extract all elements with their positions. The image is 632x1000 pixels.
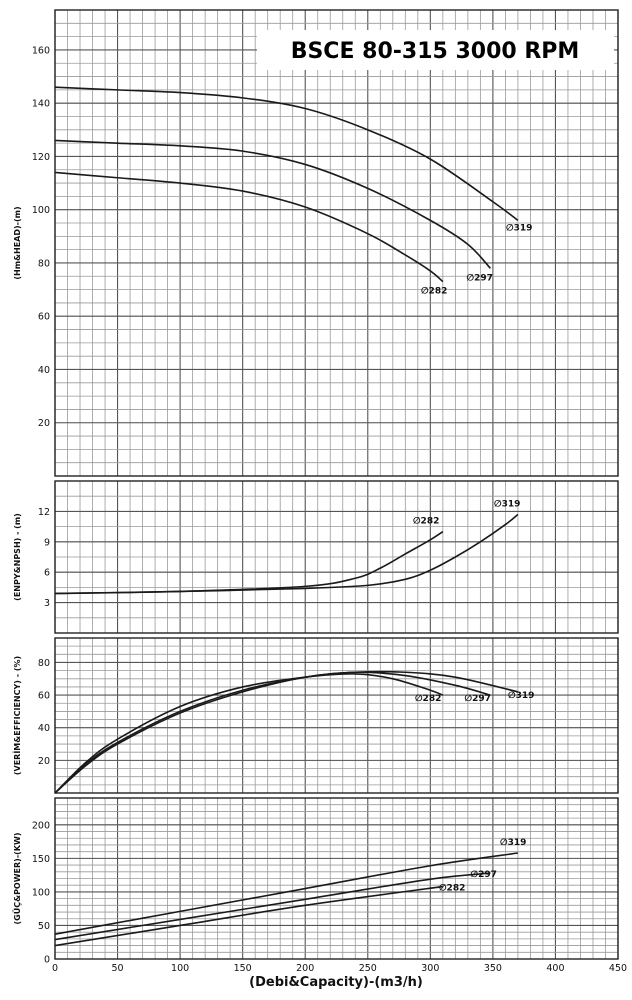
x-tick-label: 0 xyxy=(52,963,58,974)
efficiency-series-line xyxy=(54,670,519,794)
efficiency-y-tick-label: 80 xyxy=(38,658,50,669)
head-series-line xyxy=(54,139,491,269)
head-y-axis-label: (Hm&HEAD)-(m) xyxy=(13,206,22,279)
power-y-tick-label: 100 xyxy=(32,887,50,898)
npsh-y-tick-label: 12 xyxy=(38,507,50,518)
efficiency-series-label: ∅319 xyxy=(508,691,535,701)
x-tick-label: 300 xyxy=(421,963,439,974)
power-series-line xyxy=(54,852,519,935)
efficiency-y-tick-label: 60 xyxy=(38,691,50,702)
head-y-tick-label: 80 xyxy=(38,258,50,269)
power-y-tick-label: 200 xyxy=(32,820,50,831)
efficiency-panel-frame xyxy=(54,637,619,794)
head-y-tick-label: 120 xyxy=(32,152,50,163)
npsh-series-label: ∅319 xyxy=(494,499,521,509)
power-y-tick-label: 150 xyxy=(32,854,50,865)
x-tick-label: 400 xyxy=(546,963,564,974)
head-y-tick-label: 160 xyxy=(32,45,50,56)
npsh-y-axis-label: (ENPY&NPSH) - (m) xyxy=(13,513,22,601)
power-series-line xyxy=(54,885,443,947)
power-y-tick-label: 0 xyxy=(44,955,50,966)
x-tick-label: 150 xyxy=(234,963,252,974)
head-series-label: ∅319 xyxy=(506,223,533,233)
efficiency-y-tick-label: 40 xyxy=(38,723,50,734)
curve-layer xyxy=(54,86,519,947)
efficiency-y-axis-label: (VERİM&EFFICIENCY) - (%) xyxy=(12,656,22,775)
x-tick-label: 250 xyxy=(359,963,377,974)
head-series-label: ∅297 xyxy=(466,273,493,283)
efficiency-series-line xyxy=(54,671,491,794)
npsh-y-tick-label: 6 xyxy=(44,568,50,579)
npsh-y-tick-label: 9 xyxy=(44,537,50,548)
npsh-y-tick-label: 3 xyxy=(44,598,50,609)
power-panel-frame xyxy=(54,797,619,960)
power-series-label: ∅282 xyxy=(439,884,466,894)
npsh-series-label: ∅282 xyxy=(413,517,440,527)
x-tick-label: 50 xyxy=(112,963,124,974)
efficiency-y-tick-label: 20 xyxy=(38,756,50,767)
head-series-line xyxy=(54,86,519,222)
grid-layer xyxy=(54,9,619,960)
npsh-series-line xyxy=(54,530,444,595)
x-tick-label: 100 xyxy=(171,963,189,974)
power-series-line xyxy=(54,872,491,941)
head-y-tick-label: 100 xyxy=(32,205,50,216)
efficiency-series-label: ∅282 xyxy=(415,694,442,704)
chart-title: BSCE 80-315 3000 RPM xyxy=(291,39,580,64)
head-y-tick-label: 60 xyxy=(38,312,50,323)
head-series-label: ∅282 xyxy=(421,287,448,297)
head-y-tick-label: 20 xyxy=(38,418,50,429)
head-y-tick-label: 140 xyxy=(32,99,50,110)
power-series-label: ∅297 xyxy=(470,870,497,880)
power-y-axis-label: (GÜÇ&POWER)-(KW) xyxy=(12,833,22,925)
head-panel-frame xyxy=(54,9,619,477)
x-tick-label: 350 xyxy=(484,963,502,974)
npsh-series-line xyxy=(54,513,519,595)
x-tick-label: 450 xyxy=(609,963,627,974)
title-box xyxy=(257,30,614,70)
head-y-tick-label: 40 xyxy=(38,365,50,376)
efficiency-series-label: ∅297 xyxy=(464,694,491,704)
x-axis-label: (Debi&Capacity)-(m3/h) xyxy=(249,975,423,990)
x-tick-label: 200 xyxy=(296,963,314,974)
power-y-tick-label: 50 xyxy=(38,921,50,932)
efficiency-series-line xyxy=(54,673,444,794)
power-series-label: ∅319 xyxy=(500,838,527,848)
npsh-panel-frame xyxy=(54,480,619,634)
head-series-line xyxy=(54,171,444,283)
